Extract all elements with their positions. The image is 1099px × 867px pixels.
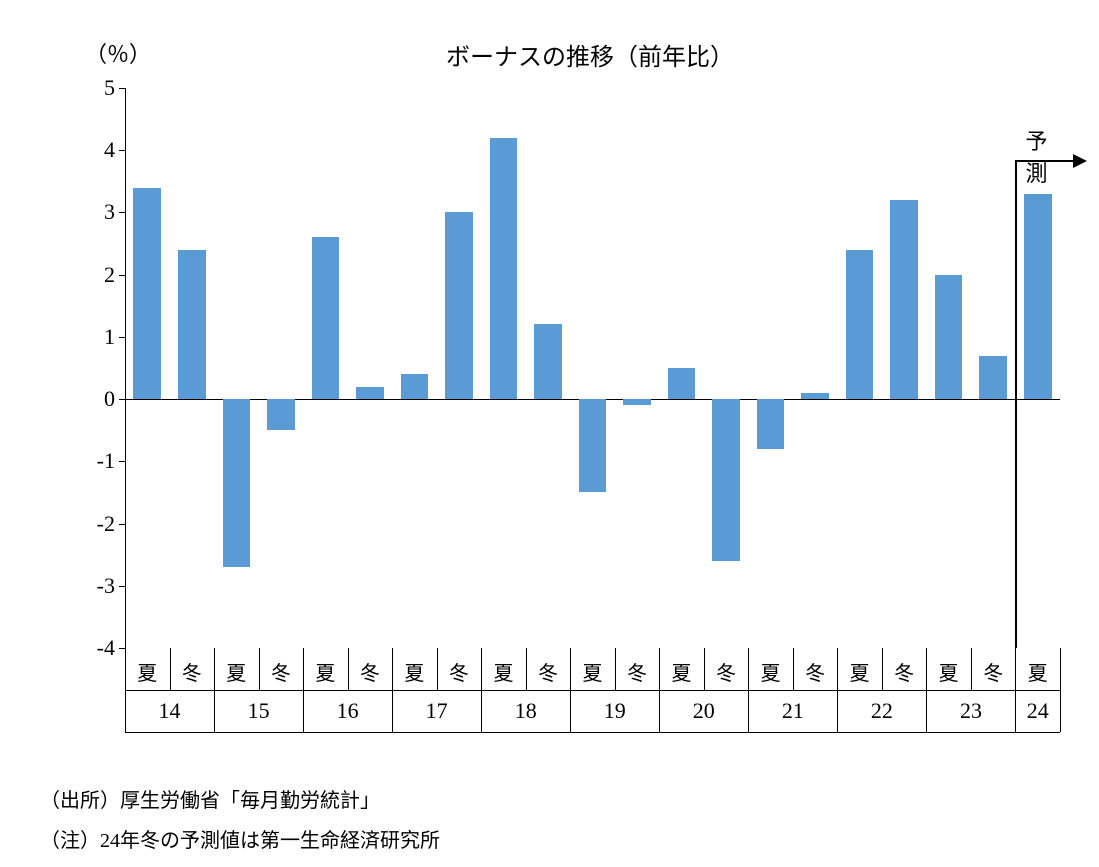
forecast-line — [1015, 160, 1017, 648]
bar — [534, 324, 562, 399]
year-label: 14 — [125, 698, 214, 724]
season-label: 冬 — [971, 657, 1016, 686]
bar — [757, 399, 785, 449]
chart-title: ボーナスの推移（前年比） — [380, 37, 800, 72]
y-tick-label: 3 — [75, 199, 115, 225]
bar — [623, 399, 651, 405]
bar — [178, 250, 206, 399]
season-label: 夏 — [1015, 657, 1060, 686]
bar — [935, 275, 963, 399]
season-label: 冬 — [259, 657, 304, 686]
y-tick-label: -4 — [75, 635, 115, 661]
y-tick — [119, 88, 125, 89]
season-label: 夏 — [392, 657, 437, 686]
y-tick-label: 2 — [75, 262, 115, 288]
y-tick — [119, 586, 125, 587]
arrow-head-icon — [1073, 154, 1087, 168]
y-tick-label: 1 — [75, 324, 115, 350]
plot-area: -4-3-2-1012345夏冬夏冬夏冬夏冬夏冬夏冬夏冬夏冬夏冬夏冬夏14151… — [125, 88, 1060, 648]
season-label: 夏 — [481, 657, 526, 686]
bar — [801, 393, 829, 399]
season-label: 冬 — [437, 657, 482, 686]
y-tick — [119, 150, 125, 151]
footnote-source: （出所）厚生労働省「毎月勤労統計」 — [40, 784, 380, 813]
y-tick — [119, 461, 125, 462]
season-label: 冬 — [793, 657, 838, 686]
season-label: 冬 — [526, 657, 571, 686]
bar — [312, 237, 340, 399]
bar — [267, 399, 295, 430]
bar — [133, 188, 161, 400]
bar — [890, 200, 918, 399]
y-tick — [119, 337, 125, 338]
x-axis-divider — [125, 690, 1060, 691]
forecast-label: 予測 — [1025, 124, 1060, 188]
bar — [223, 399, 251, 567]
season-label: 冬 — [348, 657, 393, 686]
season-label: 夏 — [570, 657, 615, 686]
season-label: 夏 — [303, 657, 348, 686]
year-label: 17 — [392, 698, 481, 724]
y-tick — [119, 275, 125, 276]
bar — [445, 212, 473, 399]
season-label: 夏 — [748, 657, 793, 686]
season-label: 夏 — [214, 657, 259, 686]
y-axis — [125, 88, 126, 648]
forecast-arrow — [1015, 160, 1075, 162]
bar — [1024, 194, 1052, 399]
footnote-note: （注）24年冬の予測値は第一生命経済研究所 — [40, 824, 440, 853]
year-label: 23 — [926, 698, 1015, 724]
bar — [401, 374, 429, 399]
season-label: 夏 — [659, 657, 704, 686]
year-label: 24 — [1015, 698, 1060, 724]
year-label: 20 — [659, 698, 748, 724]
y-tick-label: 5 — [75, 75, 115, 101]
season-label: 冬 — [170, 657, 215, 686]
season-label: 冬 — [704, 657, 749, 686]
year-label: 18 — [481, 698, 570, 724]
bar — [668, 368, 696, 399]
x-tick — [1060, 648, 1061, 732]
season-label: 夏 — [837, 657, 882, 686]
year-label: 16 — [303, 698, 392, 724]
bar — [356, 387, 384, 399]
year-label: 22 — [837, 698, 926, 724]
y-tick-label: 4 — [75, 137, 115, 163]
season-label: 夏 — [926, 657, 971, 686]
y-tick-label: -1 — [75, 448, 115, 474]
y-tick — [119, 524, 125, 525]
y-tick-label: 0 — [75, 386, 115, 412]
bar — [712, 399, 740, 561]
y-tick — [119, 212, 125, 213]
bar — [490, 138, 518, 399]
y-axis-unit: （％） — [85, 37, 151, 69]
year-label: 21 — [748, 698, 837, 724]
season-label: 冬 — [882, 657, 927, 686]
chart-container: （％） ボーナスの推移（前年比） -4-3-2-1012345夏冬夏冬夏冬夏冬夏… — [40, 20, 1060, 770]
bar — [579, 399, 607, 492]
year-label: 19 — [570, 698, 659, 724]
bar — [846, 250, 874, 399]
season-label: 夏 — [125, 657, 170, 686]
y-tick-label: -2 — [75, 511, 115, 537]
y-tick-label: -3 — [75, 573, 115, 599]
year-label: 15 — [214, 698, 303, 724]
season-label: 冬 — [615, 657, 660, 686]
x-axis-divider — [125, 732, 1060, 733]
bar — [979, 356, 1007, 400]
